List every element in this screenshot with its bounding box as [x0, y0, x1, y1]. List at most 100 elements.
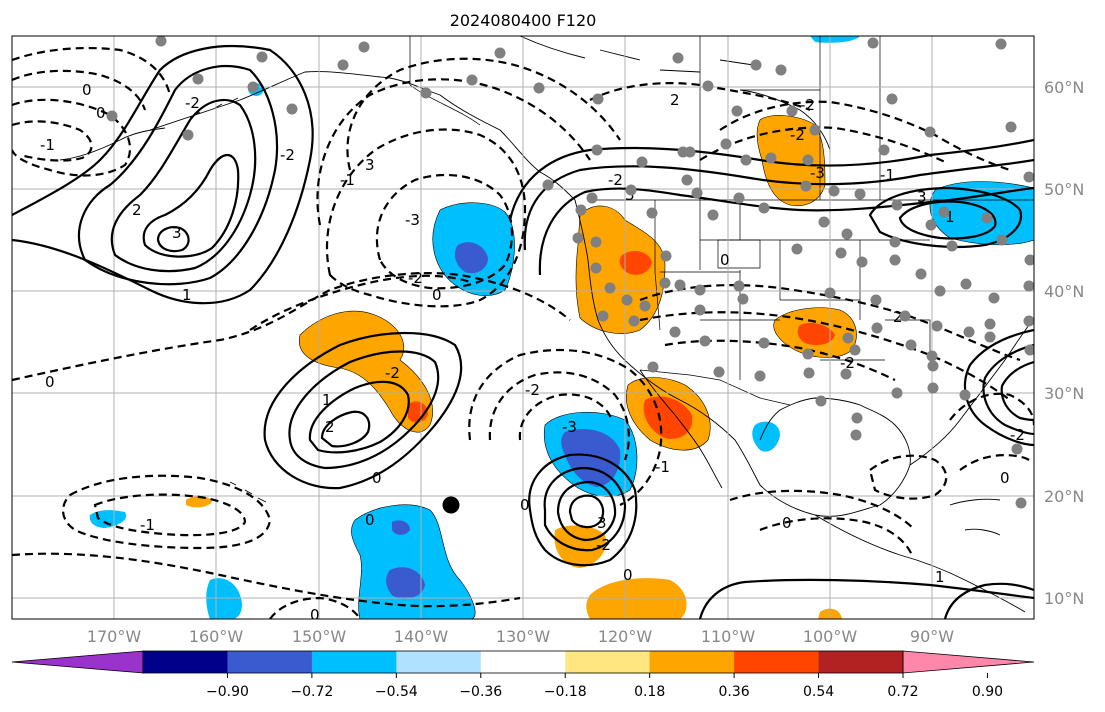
station-dot	[800, 180, 812, 192]
lat-label: 40°N	[1044, 282, 1084, 301]
station-dot	[1005, 121, 1017, 133]
station-dot	[802, 154, 814, 166]
station-dot	[899, 310, 911, 322]
coast-west-us	[574, 199, 881, 517]
storm-center-marker	[442, 496, 460, 514]
station-dot	[672, 52, 684, 64]
contour-high-west-1	[12, 44, 314, 305]
station-dot	[684, 146, 696, 158]
contour-low-hawaii-2	[93, 493, 247, 537]
coast-central-america	[814, 514, 1026, 613]
station-dot	[850, 429, 862, 441]
contour-label: 2	[325, 418, 335, 436]
contour-label: -1	[340, 171, 355, 189]
contour-label: -2	[596, 536, 611, 554]
colorbar-segment	[311, 651, 397, 673]
lon-label: 170°W	[87, 627, 142, 646]
contour-label: 0	[96, 104, 106, 122]
border-alaska	[409, 36, 481, 126]
station-dot	[856, 256, 868, 268]
colorbar-tick-label: −0.18	[544, 684, 587, 700]
colorbar-segment	[818, 651, 904, 673]
station-dot	[996, 234, 1008, 246]
contour-low-baja-2	[488, 371, 630, 461]
contour-label: -1	[40, 136, 55, 154]
station-dot	[628, 315, 640, 327]
station-dot	[791, 243, 803, 255]
contour-label: 0	[782, 514, 792, 532]
station-dot	[586, 192, 598, 204]
contour-low-gulf-2	[759, 517, 913, 556]
station-dot	[494, 47, 506, 59]
colorbar-segment	[734, 651, 820, 673]
station-dot	[1023, 280, 1034, 292]
contour-label: 0	[372, 469, 382, 487]
contour-label: -1	[140, 516, 155, 534]
contour-high-canada-5	[898, 200, 997, 240]
contour-label: -2	[185, 94, 200, 112]
station-dot	[849, 344, 861, 356]
station-dot	[926, 350, 938, 362]
station-dot	[841, 228, 853, 240]
station-dot	[960, 278, 972, 290]
station-dot	[155, 36, 167, 47]
station-dot	[466, 74, 478, 86]
contour-low-baja-3	[518, 393, 614, 441]
contour-high-tropics-1	[528, 453, 638, 567]
contour-high-tropics-3	[556, 480, 617, 542]
station-dots	[106, 36, 1034, 509]
station-dot	[905, 339, 917, 351]
station-dot	[754, 370, 766, 382]
contour-high-central-2	[288, 350, 440, 470]
station-dot	[758, 337, 770, 349]
coast-hawaii	[229, 481, 267, 503]
station-dot	[733, 192, 745, 204]
station-dot	[750, 59, 762, 71]
station-dot	[691, 187, 703, 199]
lon-label: 150°W	[292, 627, 347, 646]
contour-label: 0	[520, 496, 530, 514]
contour-high-tropics-4	[568, 494, 605, 529]
colorbar-segment	[227, 651, 313, 673]
contour-low-east-1	[949, 392, 1034, 426]
coast-hudson-bay	[739, 89, 831, 151]
contour-high-south-1	[698, 578, 1034, 619]
contour-low-hudson-2	[699, 126, 946, 163]
colorbar-tick-label: −0.90	[206, 684, 249, 700]
station-dot	[707, 209, 719, 221]
lat-label: 50°N	[1044, 180, 1084, 199]
station-dot	[824, 287, 836, 299]
contour-high-canada-2	[523, 158, 1034, 251]
colorbar-segment	[649, 651, 735, 673]
station-dot	[681, 174, 693, 186]
contour-high-central-3	[308, 380, 410, 454]
station-dot	[891, 387, 903, 399]
station-dot	[988, 292, 1000, 304]
station-dot	[1023, 171, 1034, 183]
station-dot	[621, 294, 633, 306]
neg-anomaly-hawaii-south	[351, 504, 476, 619]
contour-low-central-1	[12, 272, 571, 382]
station-dot	[731, 105, 743, 117]
station-dot	[699, 335, 711, 347]
contour-low-goa-3	[325, 128, 527, 308]
contour-label: -3	[562, 418, 577, 436]
contour-low-ne-pacific-1	[12, 98, 132, 177]
colorbar-extend-low	[11, 650, 144, 674]
contour-label: 2	[893, 308, 903, 326]
contour-low-hudson-3	[589, 82, 811, 112]
contour-label: -2	[608, 171, 623, 189]
station-dot	[854, 188, 866, 200]
neg-anomaly-hawaii-core1	[386, 567, 425, 599]
contour-label: 0	[432, 286, 442, 304]
neg-anomaly-baja-core	[561, 429, 621, 487]
station-dot	[931, 320, 943, 332]
station-dot	[835, 247, 847, 259]
station-dot	[533, 82, 545, 94]
pos-anomaly-central-core	[408, 401, 428, 423]
contour-low-goa-4	[375, 173, 514, 290]
contour-label: -2	[525, 381, 540, 399]
contour-high-canada-1	[508, 138, 1034, 221]
contour-high-east-3	[1000, 360, 1034, 422]
